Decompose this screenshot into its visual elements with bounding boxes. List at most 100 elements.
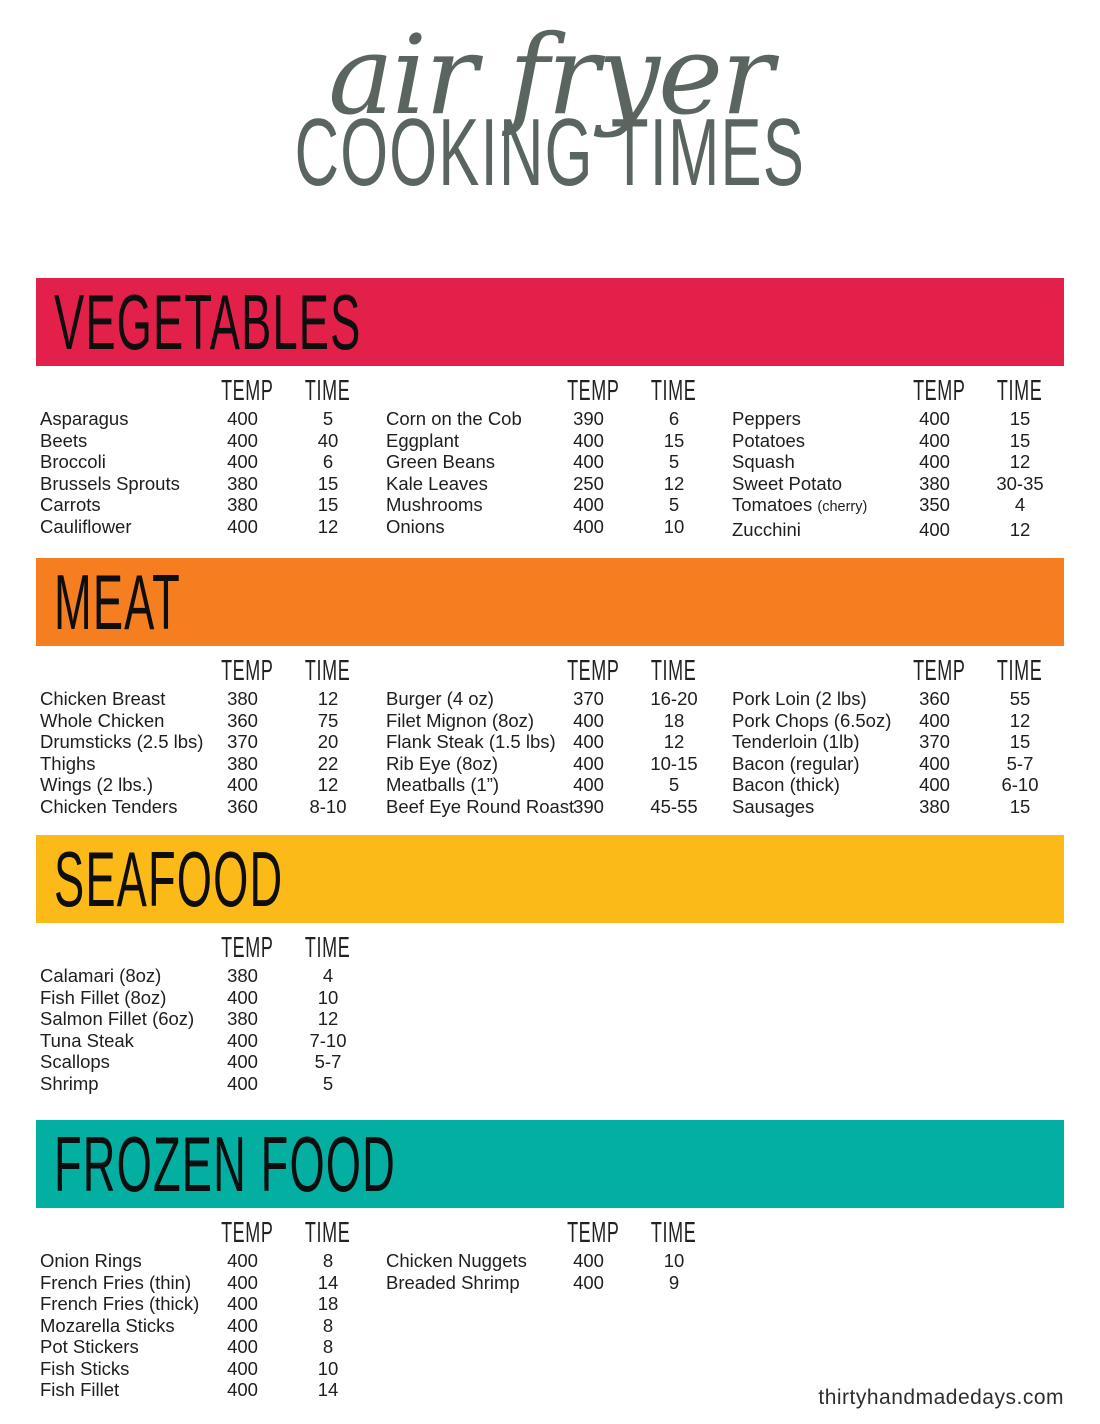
food-name-cell: Onion Rings xyxy=(40,1250,205,1272)
table-row: Zucchini 400 12 xyxy=(732,519,1068,541)
temp-value: 370 xyxy=(573,688,604,709)
food-name: Onion Rings xyxy=(40,1250,142,1271)
time-column-header: TIME xyxy=(651,375,697,407)
time-value: 6-10 xyxy=(1001,774,1039,795)
food-name: Eggplant xyxy=(386,429,460,451)
time-value: 22 xyxy=(317,752,339,774)
food-name-cell: Squash xyxy=(732,451,897,473)
table-row: Tuna Steak 400 7-10 xyxy=(40,1030,376,1052)
time-value: 15 xyxy=(1009,429,1031,451)
temp-column-header-cell: TEMP xyxy=(205,656,280,686)
temp-value: 380 xyxy=(227,688,258,709)
table-row: Pot Stickers 400 8 xyxy=(40,1336,376,1358)
time-value: 12 xyxy=(317,688,339,709)
time-column-header: TIME xyxy=(997,375,1043,407)
time-value: 14 xyxy=(317,1271,339,1293)
time-value: 12 xyxy=(1009,518,1031,540)
table-row: Onions 400 10 xyxy=(386,516,722,538)
time-value: 12 xyxy=(1009,709,1031,731)
table-row: Meatballs (1”) 400 5 xyxy=(386,774,722,796)
food-name: Kale Leaves xyxy=(386,472,488,494)
food-name: Scallops xyxy=(40,1051,110,1072)
food-name: Brussels Sprouts xyxy=(40,472,180,494)
food-name-cell: Broccoli xyxy=(40,451,205,473)
time-column-header: TIME xyxy=(305,932,351,964)
temp-value: 400 xyxy=(919,752,950,774)
table-row: Burger (4 oz) 370 16-20 xyxy=(386,688,722,710)
food-name: Pork Chops (6.5oz) xyxy=(732,709,892,731)
food-name-cell: Thighs xyxy=(40,753,205,775)
food-name: Chicken Tenders xyxy=(40,795,178,817)
temp-value: 360 xyxy=(227,795,258,817)
food-name-cell: Sausages xyxy=(732,796,897,818)
food-name: Meatballs (1”) xyxy=(386,774,500,795)
time-value: 5 xyxy=(322,408,334,429)
temp-value: 400 xyxy=(227,515,258,537)
food-name-cell: French Fries (thick) xyxy=(40,1293,205,1315)
time-value: 5 xyxy=(668,451,680,472)
food-name-cell: Carrots xyxy=(40,494,205,516)
food-note: (cherry) xyxy=(817,499,868,515)
time-value: 45-55 xyxy=(650,795,698,817)
temp-value: 350 xyxy=(919,494,950,515)
time-value: 18 xyxy=(663,709,685,731)
section-title: FROZEN FOOD xyxy=(54,1120,396,1208)
food-name-cell: Onions xyxy=(386,516,551,538)
temp-value: 400 xyxy=(227,408,258,429)
time-value: 40 xyxy=(317,429,339,451)
temp-value: 400 xyxy=(573,1250,604,1271)
food-group: TEMP TIME Chicken Breast 380 12 Whole Chicken… xyxy=(40,654,376,817)
table-row: Scallops 400 5-7 xyxy=(40,1051,376,1073)
food-name-cell: Green Beans xyxy=(386,451,551,473)
temp-value: 400 xyxy=(227,429,258,451)
table-row: Mushrooms 400 5 xyxy=(386,494,722,516)
table-row: Brussels Sprouts 380 15 xyxy=(40,473,376,495)
food-name: Wings (2 lbs.) xyxy=(40,774,154,795)
food-name: Bacon (regular) xyxy=(732,752,860,774)
column-headers: TEMP TIME xyxy=(386,374,722,406)
column-headers: TEMP TIME xyxy=(386,654,722,686)
temp-value: 400 xyxy=(573,515,604,537)
food-name-cell: Beets xyxy=(40,430,205,452)
table-row: Tomatoes (cherry) 350 4 xyxy=(732,494,1068,519)
time-column-header-cell: TIME xyxy=(626,656,722,686)
temp-column-header-cell: TEMP xyxy=(205,376,280,406)
time-value: 12 xyxy=(317,1008,339,1029)
temp-value: 380 xyxy=(227,965,258,986)
time-column-header-cell: TIME xyxy=(280,376,376,406)
table-row: Potatoes 400 15 xyxy=(732,430,1068,452)
food-name-cell: Chicken Breast xyxy=(40,688,205,710)
temp-column-header-cell: TEMP xyxy=(205,1218,280,1248)
temp-value: 400 xyxy=(573,429,604,451)
table-row: Drumsticks (2.5 lbs) 370 20 xyxy=(40,731,376,753)
section-groups: TEMP TIME Asparagus 400 5 Beets 400 40 Broccoli 4… xyxy=(36,366,1064,552)
time-column-header-cell: TIME xyxy=(280,933,376,963)
time-value: 5 xyxy=(668,774,680,795)
temp-column-header-cell: TEMP xyxy=(551,376,626,406)
food-name: Pork Loin (2 lbs) xyxy=(732,688,867,709)
time-value: 12 xyxy=(317,774,339,795)
food-name-cell: Zucchini xyxy=(732,519,897,541)
table-row: Bacon (thick) 400 6-10 xyxy=(732,774,1068,796)
time-value: 15 xyxy=(1009,408,1031,429)
food-name: Drumsticks (2.5 lbs) xyxy=(40,731,204,752)
food-name: Tomatoes xyxy=(732,494,813,515)
section-groups: TEMP TIME Calamari (8oz) 380 4 Fish Fillet (8… xyxy=(36,923,1064,1106)
table-row: Squash 400 12 xyxy=(732,451,1068,473)
table-row: Green Beans 400 5 xyxy=(386,451,722,473)
section-banner: FROZEN FOOD xyxy=(36,1120,1064,1208)
time-column-header: TIME xyxy=(305,375,351,407)
column-headers: TEMP TIME xyxy=(40,931,376,963)
time-value: 12 xyxy=(663,731,685,752)
time-value: 5 xyxy=(322,1072,334,1094)
food-group: TEMP TIME Asparagus 400 5 Beets 400 40 Broccoli 4… xyxy=(40,374,376,537)
food-name: Zucchini xyxy=(732,518,801,540)
temp-value: 400 xyxy=(919,709,950,731)
food-name-cell: Kale Leaves xyxy=(386,473,551,495)
table-row: Breaded Shrimp 400 9 xyxy=(386,1272,722,1294)
time-value: 20 xyxy=(317,731,339,752)
food-name: French Fries (thin) xyxy=(40,1271,192,1293)
table-row: Broccoli 400 6 xyxy=(40,451,376,473)
food-name-cell: Pot Stickers xyxy=(40,1336,205,1358)
temp-value: 400 xyxy=(227,986,258,1008)
